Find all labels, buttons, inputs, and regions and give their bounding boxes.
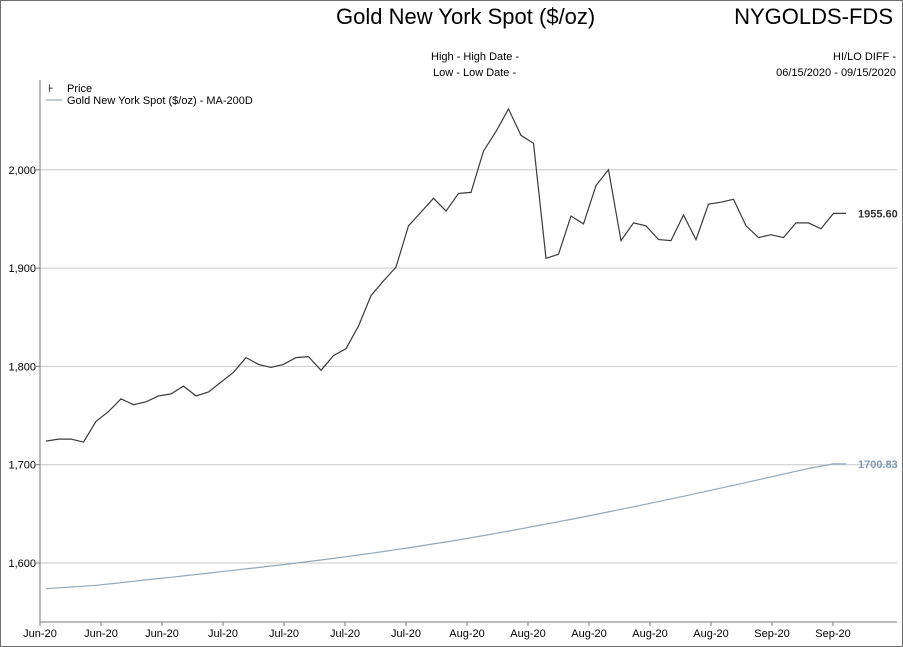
x-tick-label: Sep-20 (754, 628, 789, 640)
price-series-line (45, 107, 846, 443)
x-tick-label: Aug-20 (449, 628, 484, 640)
high-label: High - High Date - (431, 51, 520, 63)
y-tick-label: 1,800 (8, 361, 36, 373)
price-last-value-label: 1955.60 (858, 208, 898, 220)
legend-ma-label: Gold New York Spot ($/oz) - MA-200D (67, 95, 253, 107)
x-tick-label: Jun-20 (23, 628, 57, 640)
y-tick-label: 2,000 (8, 165, 36, 177)
x-tick-label: Aug-20 (693, 628, 728, 640)
y-tick-label: 1,700 (8, 460, 36, 472)
x-tick-label: Jul-20 (208, 628, 238, 640)
chart-title: Gold New York Spot ($/oz) (336, 4, 596, 29)
x-tick-label: Sep-20 (815, 628, 850, 640)
x-tick-label: Aug-20 (632, 628, 667, 640)
ma-200d-series-line (45, 463, 846, 590)
x-tick-label: Jul-20 (269, 628, 299, 640)
x-tick-label: Jul-20 (330, 628, 360, 640)
security-code: NYGOLDS-FDS (734, 4, 893, 29)
legend-price-label: Price (67, 83, 92, 95)
x-tick-label: Jun-20 (145, 628, 179, 640)
x-tick-label: Jul-20 (391, 628, 421, 640)
date-range: 06/15/2020 - 09/15/2020 (776, 67, 896, 79)
low-label: Low - Low Date - (433, 67, 517, 79)
hilo-diff-label: HI/LO DIFF - (833, 51, 896, 63)
y-tick-label: 1,900 (8, 263, 36, 275)
x-tick-label: Jun-20 (84, 628, 118, 640)
ma-last-value-label: 1700.83 (858, 459, 898, 471)
x-tick-label: Aug-20 (510, 628, 545, 640)
y-tick-label: 1,600 (8, 558, 36, 570)
x-tick-label: Aug-20 (571, 628, 606, 640)
legend-price-symbol: ⊦ (48, 83, 54, 95)
